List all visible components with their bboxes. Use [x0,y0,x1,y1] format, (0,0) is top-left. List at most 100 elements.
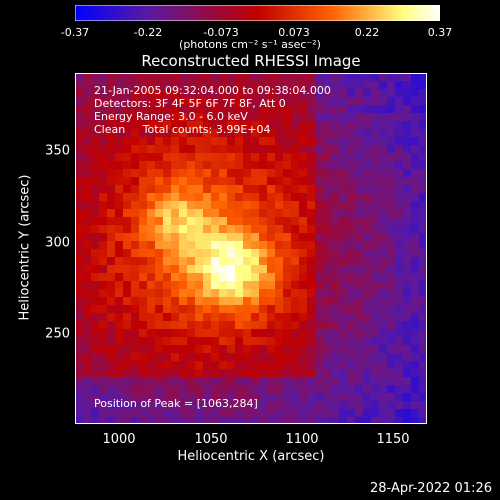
heatmap-cell [283,313,291,321]
heatmap-cell [411,361,419,369]
heatmap-cell [379,105,387,113]
heatmap-cell [395,305,403,313]
heatmap-cell [275,113,283,121]
heatmap-cell [291,257,299,265]
heatmap-cell [291,401,299,409]
heatmap-cell [243,297,251,305]
heatmap-cell [99,225,107,233]
heatmap-cell [267,129,275,137]
heatmap-cell [363,129,371,137]
heatmap-cell [363,81,371,89]
heatmap-cell [419,201,427,209]
heatmap-cell [83,265,91,273]
heatmap-cell [163,289,171,297]
heatmap-cell [123,369,131,377]
heatmap-cell [195,377,203,385]
heatmap-cell [91,281,99,289]
heatmap-cell [355,313,363,321]
heatmap-cell [187,297,195,305]
heatmap-cell [411,89,419,97]
heatmap-cell [211,385,219,393]
heatmap-cell [387,177,395,185]
heatmap-cell [171,329,179,337]
heatmap-cell [243,361,251,369]
heatmap-cell [251,289,259,297]
heatmap-cell [227,353,235,361]
heatmap-cell [75,185,83,193]
heatmap-cell [363,385,371,393]
heatmap-cell [291,185,299,193]
heatmap-cell [139,97,147,105]
heatmap-cell [163,265,171,273]
heatmap-cell [115,113,123,121]
heatmap-cell [195,113,203,121]
heatmap-cell [219,281,227,289]
heatmap-cell [331,321,339,329]
heatmap-cell [91,385,99,393]
heatmap-cell [331,281,339,289]
heatmap-cell [323,105,331,113]
x-tick-label: 1050 [194,432,228,447]
heatmap-cell [155,121,163,129]
heatmap-cell [339,177,347,185]
heatmap-cell [347,73,355,81]
heatmap-cell [419,89,427,97]
heatmap-cell [75,353,83,361]
heatmap-cell [331,361,339,369]
heatmap-cell [251,393,259,401]
heatmap-cell [75,409,83,417]
heatmap-cell [387,169,395,177]
heatmap-cell [403,177,411,185]
heatmap-cell [227,89,235,97]
heatmap-cell [363,113,371,121]
heatmap-cell [139,273,147,281]
heatmap-cell [203,321,211,329]
heatmap-cell [403,169,411,177]
heatmap-cell [163,73,171,81]
heatmap-cell [243,369,251,377]
heatmap-cell [411,401,419,409]
heatmap-cell [275,345,283,353]
heatmap-cell [411,145,419,153]
heatmap-cell [139,401,147,409]
heatmap-cell [291,361,299,369]
heatmap-cell [275,401,283,409]
heatmap-cell [275,81,283,89]
heatmap-cell [147,169,155,177]
heatmap-cell [403,209,411,217]
heatmap-cell [235,249,243,257]
heatmap-cell [155,137,163,145]
heatmap-cell [331,105,339,113]
heatmap-cell [243,409,251,417]
heatmap-cell [411,289,419,297]
heatmap-cell [387,345,395,353]
heatmap-cell [283,273,291,281]
heatmap-cell [171,121,179,129]
heatmap-cell [387,225,395,233]
heatmap-cell [163,321,171,329]
heatmap-cell [323,401,331,409]
heatmap-cell [227,153,235,161]
heatmap-cell [179,193,187,201]
heatmap-cell [347,385,355,393]
heatmap-cell [235,273,243,281]
heatmap-cell [187,393,195,401]
heatmap-cell [395,297,403,305]
heatmap-cell [83,89,91,97]
heatmap-cell [227,225,235,233]
heatmap-cell [227,113,235,121]
heatmap-cell [363,305,371,313]
heatmap-cell [267,313,275,321]
heatmap-cell [227,257,235,265]
heatmap-cell [411,105,419,113]
heatmap-cell [395,257,403,265]
heatmap-cell [131,273,139,281]
heatmap-cell [147,393,155,401]
heatmap-cell [267,265,275,273]
heatmap-cell [155,313,163,321]
heatmap-cell [131,225,139,233]
heatmap-cell [251,177,259,185]
heatmap-cell [219,393,227,401]
heatmap-cell [307,353,315,361]
heatmap-cell [99,249,107,257]
